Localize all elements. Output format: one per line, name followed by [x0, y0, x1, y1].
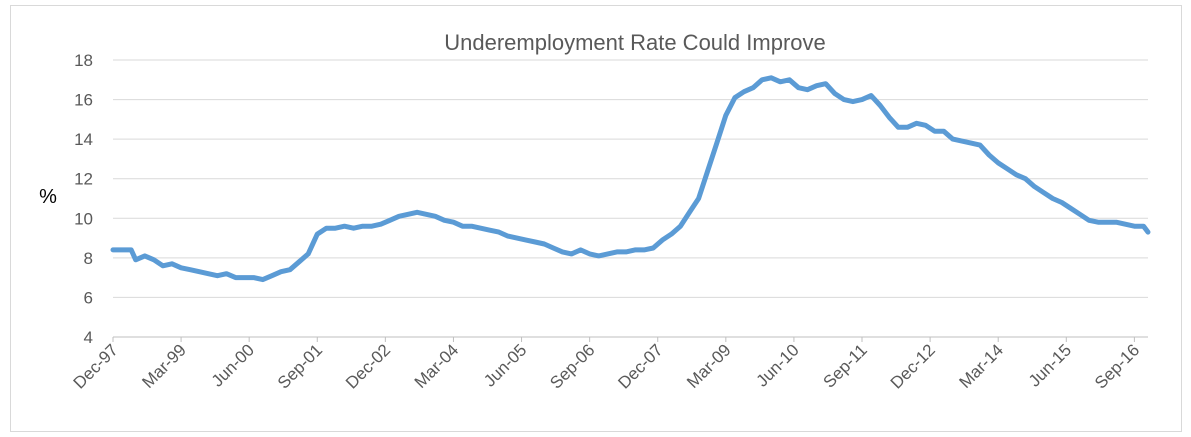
x-tick-label: Jun-00	[208, 340, 258, 390]
y-tick-label: 14	[74, 130, 93, 149]
x-tick-label: Jun-15	[1025, 340, 1075, 390]
x-tick-label: Sep-01	[274, 340, 326, 392]
y-tick-label: 8	[84, 249, 93, 268]
series-line	[110, 75, 1151, 283]
y-tick-label: 6	[84, 288, 93, 307]
x-tick-label: Jun-10	[753, 340, 803, 390]
x-tick-label: Mar-04	[411, 340, 463, 392]
chart-title: Underemployment Rate Could Improve	[444, 30, 826, 55]
x-tick-label: Dec-07	[614, 340, 666, 392]
x-tick-label: Mar-09	[683, 340, 735, 392]
y-tick-label: 4	[84, 328, 93, 347]
x-tick-label: Dec-02	[342, 340, 394, 392]
y-tick-labels: 4 6 8 10 12 14 16 18	[74, 51, 93, 347]
x-tick-labels: Dec-97 Mar-99 Jun-00 Sep-01 Dec-02 Mar-04 Jun-…	[70, 337, 1143, 393]
x-tick-label: Mar-14	[956, 340, 1008, 392]
y-tick-label: 10	[74, 209, 93, 228]
x-tick-label: Sep-06	[546, 340, 598, 392]
y-tick-label: 16	[74, 91, 93, 110]
y-tick-label: 18	[74, 51, 93, 70]
y-axis-label: %	[39, 186, 57, 208]
y-tick-label: 12	[74, 170, 93, 189]
x-tick-label: Sep-11	[820, 340, 871, 391]
x-tick-label: Dec-97	[70, 340, 122, 392]
x-tick-label: Mar-99	[138, 340, 190, 392]
gridlines	[113, 59, 1148, 338]
x-tick-label: Sep-16	[1091, 340, 1143, 392]
x-tick-label: Dec-12	[887, 340, 939, 392]
x-tick-label: Jun-05	[480, 340, 530, 390]
